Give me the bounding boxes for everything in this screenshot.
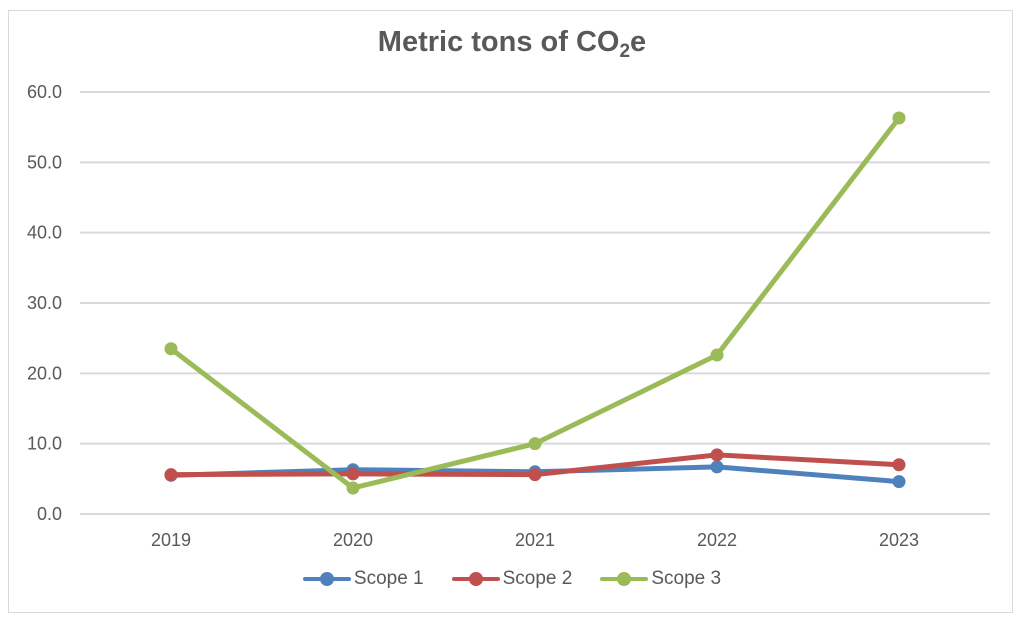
data-point — [528, 437, 542, 451]
legend-label: Scope 2 — [502, 568, 573, 589]
legend-label: Scope 1 — [353, 568, 424, 589]
data-point — [892, 458, 906, 472]
y-axis-ticks: 0.0 10.0 20.0 30.0 40.0 50.0 60.0 — [27, 82, 62, 524]
title-text: Metric tons of CO — [377, 26, 620, 58]
legend-item: Scope 2 — [451, 568, 573, 590]
data-point — [346, 467, 360, 481]
chart-frame — [8, 10, 1013, 613]
y-tick-label: 40.0 — [27, 223, 62, 243]
title-subscript: 2 — [619, 41, 631, 62]
y-tick-label: 20.0 — [27, 363, 62, 383]
y-tick-label: 0.0 — [37, 504, 62, 524]
series-group — [164, 111, 906, 495]
data-point — [710, 460, 724, 474]
legend-item: Scope 3 — [600, 568, 721, 590]
x-tick-label: 2022 — [697, 530, 737, 550]
data-point — [710, 448, 724, 462]
data-point — [710, 348, 724, 362]
data-point — [528, 468, 542, 482]
legend-label: Scope 3 — [651, 568, 722, 589]
x-tick-label: 2021 — [515, 530, 555, 550]
series-scope-2 — [164, 448, 906, 482]
legend-swatch-icon — [451, 572, 500, 586]
y-tick-label: 10.0 — [27, 434, 62, 454]
y-tick-label: 60.0 — [27, 82, 62, 102]
legend-swatch-icon — [302, 572, 351, 586]
x-tick-label: 2023 — [879, 530, 919, 550]
series-scope-3 — [164, 111, 906, 495]
data-point — [164, 468, 178, 482]
x-tick-label: 2020 — [333, 530, 373, 550]
title-tail: e — [630, 26, 647, 58]
data-point — [164, 342, 178, 356]
x-axis-ticks: 2019 2020 2021 2022 2023 — [151, 530, 919, 550]
legend-item: Scope 1 — [302, 568, 424, 590]
x-tick-label: 2019 — [151, 530, 191, 550]
legend-swatch-icon — [600, 572, 649, 586]
gridlines — [80, 91, 990, 515]
y-tick-label: 50.0 — [27, 152, 62, 172]
data-point — [346, 481, 360, 495]
data-point — [892, 111, 906, 125]
legend: Scope 1 Scope 2 Scope 3 — [0, 568, 1024, 590]
y-tick-label: 30.0 — [27, 293, 62, 313]
chart-title: Metric tons of CO2e — [0, 26, 1024, 62]
data-point — [892, 475, 906, 489]
